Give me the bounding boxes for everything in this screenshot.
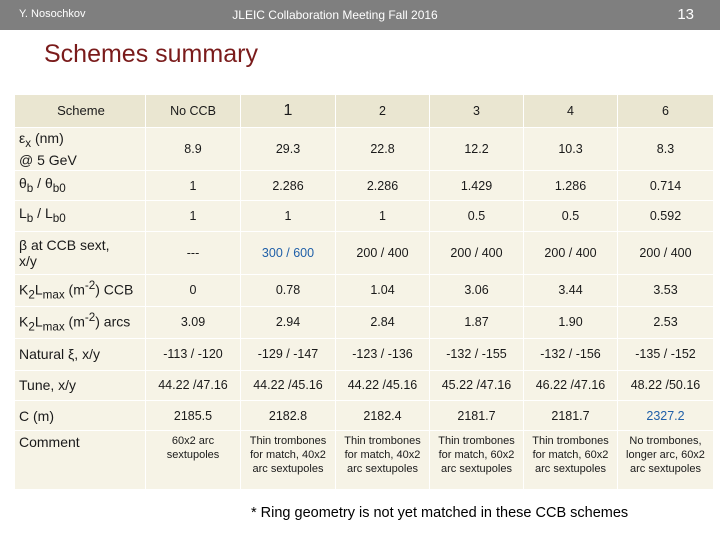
table-cell: 200 / 400 — [429, 230, 524, 276]
table-cell: 1 — [145, 169, 241, 202]
header-cell-6: 6 — [617, 94, 714, 128]
footnote: * Ring geometry is not yet matched in th… — [251, 505, 629, 521]
row-label: C (m) — [14, 399, 146, 432]
table-cell: 2182.8 — [240, 399, 336, 432]
table-cell: -123 / -136 — [335, 338, 430, 371]
table-cell: 3.09 — [145, 305, 241, 340]
table-row: C (m) 2185.5 2182.8 2182.4 2181.7 2181.7 2327.… — [14, 399, 714, 432]
table-cell: 2181.7 — [429, 399, 524, 432]
table-cell: -135 / -152 — [617, 338, 714, 371]
table-cell: 3.44 — [523, 274, 618, 307]
table-row: Natural ξ, x/y -113 / -120 -129 / -147 -123… — [14, 338, 714, 371]
table-cell: 2327.2 — [617, 399, 714, 432]
table-cell: 2182.4 — [335, 399, 430, 432]
table-cell: 44.22 /45.16 — [240, 369, 336, 401]
table-cell: 200 / 400 — [335, 230, 430, 276]
table-cell: 8.3 — [617, 126, 714, 171]
table-row: K2Lmax (m-2) arcs 3.09 2.94 2.84 1.87 1.90 2.5… — [14, 305, 714, 340]
row-label: εx (nm) @ 5 GeV — [14, 126, 146, 171]
table-cell: 0.714 — [617, 169, 714, 202]
row-label: Tune, x/y — [14, 369, 146, 401]
table-cell: 2.84 — [335, 305, 430, 340]
table-cell: 2181.7 — [523, 399, 618, 432]
table-cell: 10.3 — [523, 126, 618, 171]
table-cell: -129 / -147 — [240, 338, 336, 371]
table-cell: 1 — [240, 200, 336, 232]
table-row: εx (nm) @ 5 GeV 8.9 29.3 22.8 12.2 10.3 8.3 — [14, 126, 714, 171]
table-cell: 0.592 — [617, 200, 714, 232]
author-name: Y. Nosochkov — [19, 8, 86, 20]
table-cell: Thin trombones for match, 40x2 arc sextu… — [240, 430, 336, 490]
table-cell: 8.9 — [145, 126, 241, 171]
table-cell: -132 / -155 — [429, 338, 524, 371]
table-cell: 3.53 — [617, 274, 714, 307]
table-cell: 300 / 600 — [240, 230, 336, 276]
table-cell: 44.22 /47.16 — [145, 369, 241, 401]
table-cell: 29.3 — [240, 126, 336, 171]
table-cell: -132 / -156 — [523, 338, 618, 371]
table-header-row: Scheme No CCB 1 2 3 4 6 — [14, 94, 714, 128]
row-label: β at CCB sext, x/y — [14, 230, 146, 276]
table-cell: 1.429 — [429, 169, 524, 202]
table-cell: 1 — [145, 200, 241, 232]
table-cell: 200 / 400 — [617, 230, 714, 276]
table-cell: 2.286 — [335, 169, 430, 202]
header-cell-4: 4 — [523, 94, 618, 128]
table-cell: 1.286 — [523, 169, 618, 202]
row-label: θb / θb0 — [14, 169, 146, 202]
row-label: Natural ξ, x/y — [14, 338, 146, 371]
table-cell: No trombones, longer arc, 60x2 arc sextu… — [617, 430, 714, 490]
header-bar: Y. Nosochkov JLEIC Collaboration Meeting… — [0, 0, 720, 30]
table-cell: 48.22 /50.16 — [617, 369, 714, 401]
table-cell: Thin trombones for match, 60x2 arc sextu… — [523, 430, 618, 490]
row-label: Lb / Lb0 — [14, 200, 146, 232]
header-cell-2: 2 — [335, 94, 430, 128]
table-row: β at CCB sext, x/y --- 300 / 600 200 / 400 20… — [14, 230, 714, 276]
table-row: Tune, x/y 44.22 /47.16 44.22 /45.16 44.22 /… — [14, 369, 714, 401]
table-cell: 45.22 /47.16 — [429, 369, 524, 401]
table-row: K2Lmax (m-2) CCB 0 0.78 1.04 3.06 3.44 3.53 — [14, 274, 714, 307]
table-cell: 46.22 /47.16 — [523, 369, 618, 401]
table-cell: 0.78 — [240, 274, 336, 307]
table-cell: 1.04 — [335, 274, 430, 307]
table-cell: 2.94 — [240, 305, 336, 340]
table-cell: 2.53 — [617, 305, 714, 340]
table-body: Scheme No CCB 1 2 3 4 6 εx (nm) @ 5 GeV 8.… — [14, 94, 714, 490]
slide-title: Schemes summary — [44, 40, 258, 68]
table-cell: 0.5 — [429, 200, 524, 232]
table-cell: 44.22 /45.16 — [335, 369, 430, 401]
meeting-title: JLEIC Collaboration Meeting Fall 2016 — [232, 8, 438, 22]
table-row: θb / θb0 1 2.286 2.286 1.429 1.286 0.714 — [14, 169, 714, 202]
row-label: K2Lmax (m-2) arcs — [14, 305, 146, 340]
table-cell: 2185.5 — [145, 399, 241, 432]
table-row: Comment 60x2 arc sextupoles Thin trombones… — [14, 430, 714, 490]
header-cell-1: 1 — [240, 94, 336, 128]
table-cell: 1.90 — [523, 305, 618, 340]
table-cell: -113 / -120 — [145, 338, 241, 371]
table-cell: 3.06 — [429, 274, 524, 307]
table-cell: Thin trombones for match, 60x2 arc sextu… — [429, 430, 524, 490]
header-cell-3: 3 — [429, 94, 524, 128]
row-label: K2Lmax (m-2) CCB — [14, 274, 146, 307]
table-cell: 0.5 — [523, 200, 618, 232]
table-cell: 22.8 — [335, 126, 430, 171]
table-row: Lb / Lb0 1 1 1 0.5 0.5 0.592 — [14, 200, 714, 232]
table-cell: Thin trombones for match, 40x2 arc sextu… — [335, 430, 430, 490]
table-cell: 200 / 400 — [523, 230, 618, 276]
table-cell: 2.286 — [240, 169, 336, 202]
page-number: 13 — [677, 6, 694, 23]
header-cell-scheme: Scheme — [14, 94, 146, 128]
table-cell: 1.87 — [429, 305, 524, 340]
schemes-table: Scheme No CCB 1 2 3 4 6 εx (nm) @ 5 GeV 8.… — [14, 94, 714, 490]
row-label: Comment — [14, 430, 146, 490]
table-cell: 12.2 — [429, 126, 524, 171]
table-cell: 60x2 arc sextupoles — [145, 430, 241, 490]
table-cell: 0 — [145, 274, 241, 307]
header-cell-no-ccb: No CCB — [145, 94, 241, 128]
table-cell: 1 — [335, 200, 430, 232]
table-cell: --- — [145, 230, 241, 276]
